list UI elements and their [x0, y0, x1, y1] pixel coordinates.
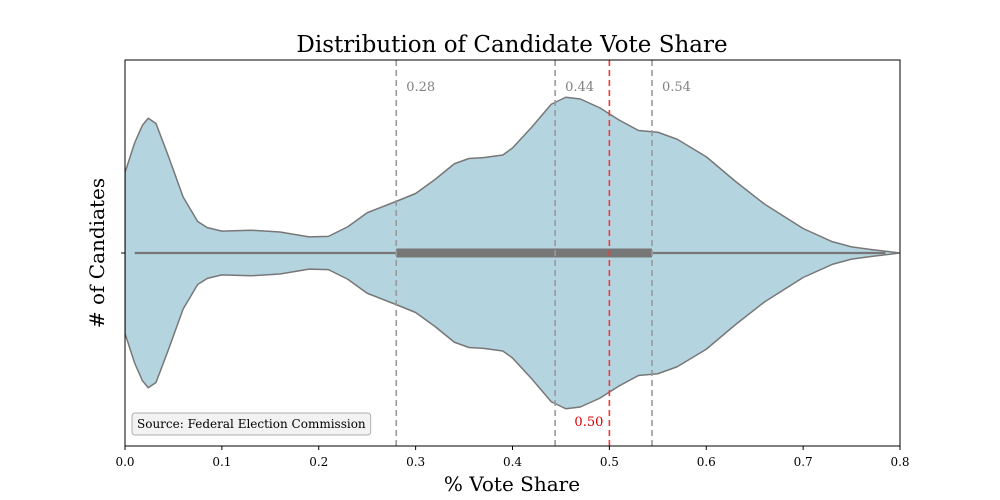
- source-annotation: Source: Federal Election Commission: [131, 412, 372, 436]
- reference-label-0.28: 0.28: [406, 80, 435, 95]
- x-tick-label: 0.8: [890, 455, 909, 469]
- x-tick-label: 0.6: [697, 455, 716, 469]
- plot-area: 0.28 0.44 0.54 0.50 0.0 0.1 0.2 0.3 0.4 0.5 0.6 0.7…: [115, 59, 910, 469]
- x-axis-label: % Vote Share: [444, 472, 580, 496]
- x-tick-label: 0.7: [794, 455, 813, 469]
- x-tick-label: 0.0: [115, 455, 134, 469]
- x-tick-label: 0.2: [309, 455, 328, 469]
- source-annotation-text: Source: Federal Election Commission: [137, 417, 366, 431]
- x-tick-label: 0.5: [600, 455, 619, 469]
- reference-label-0.54: 0.54: [662, 80, 691, 95]
- reference-label-0.44: 0.44: [565, 80, 594, 95]
- x-tick-label: 0.3: [406, 455, 425, 469]
- source-annotation-box: [131, 412, 372, 436]
- x-tick-label: 0.4: [503, 455, 522, 469]
- reference-label-0.50: 0.50: [574, 415, 603, 430]
- iqr-box: [396, 248, 652, 258]
- chart-title: Distribution of Candidate Vote Share: [296, 32, 727, 58]
- y-axis-label: # of Candiates: [85, 178, 109, 328]
- x-tick-label: 0.1: [212, 455, 231, 469]
